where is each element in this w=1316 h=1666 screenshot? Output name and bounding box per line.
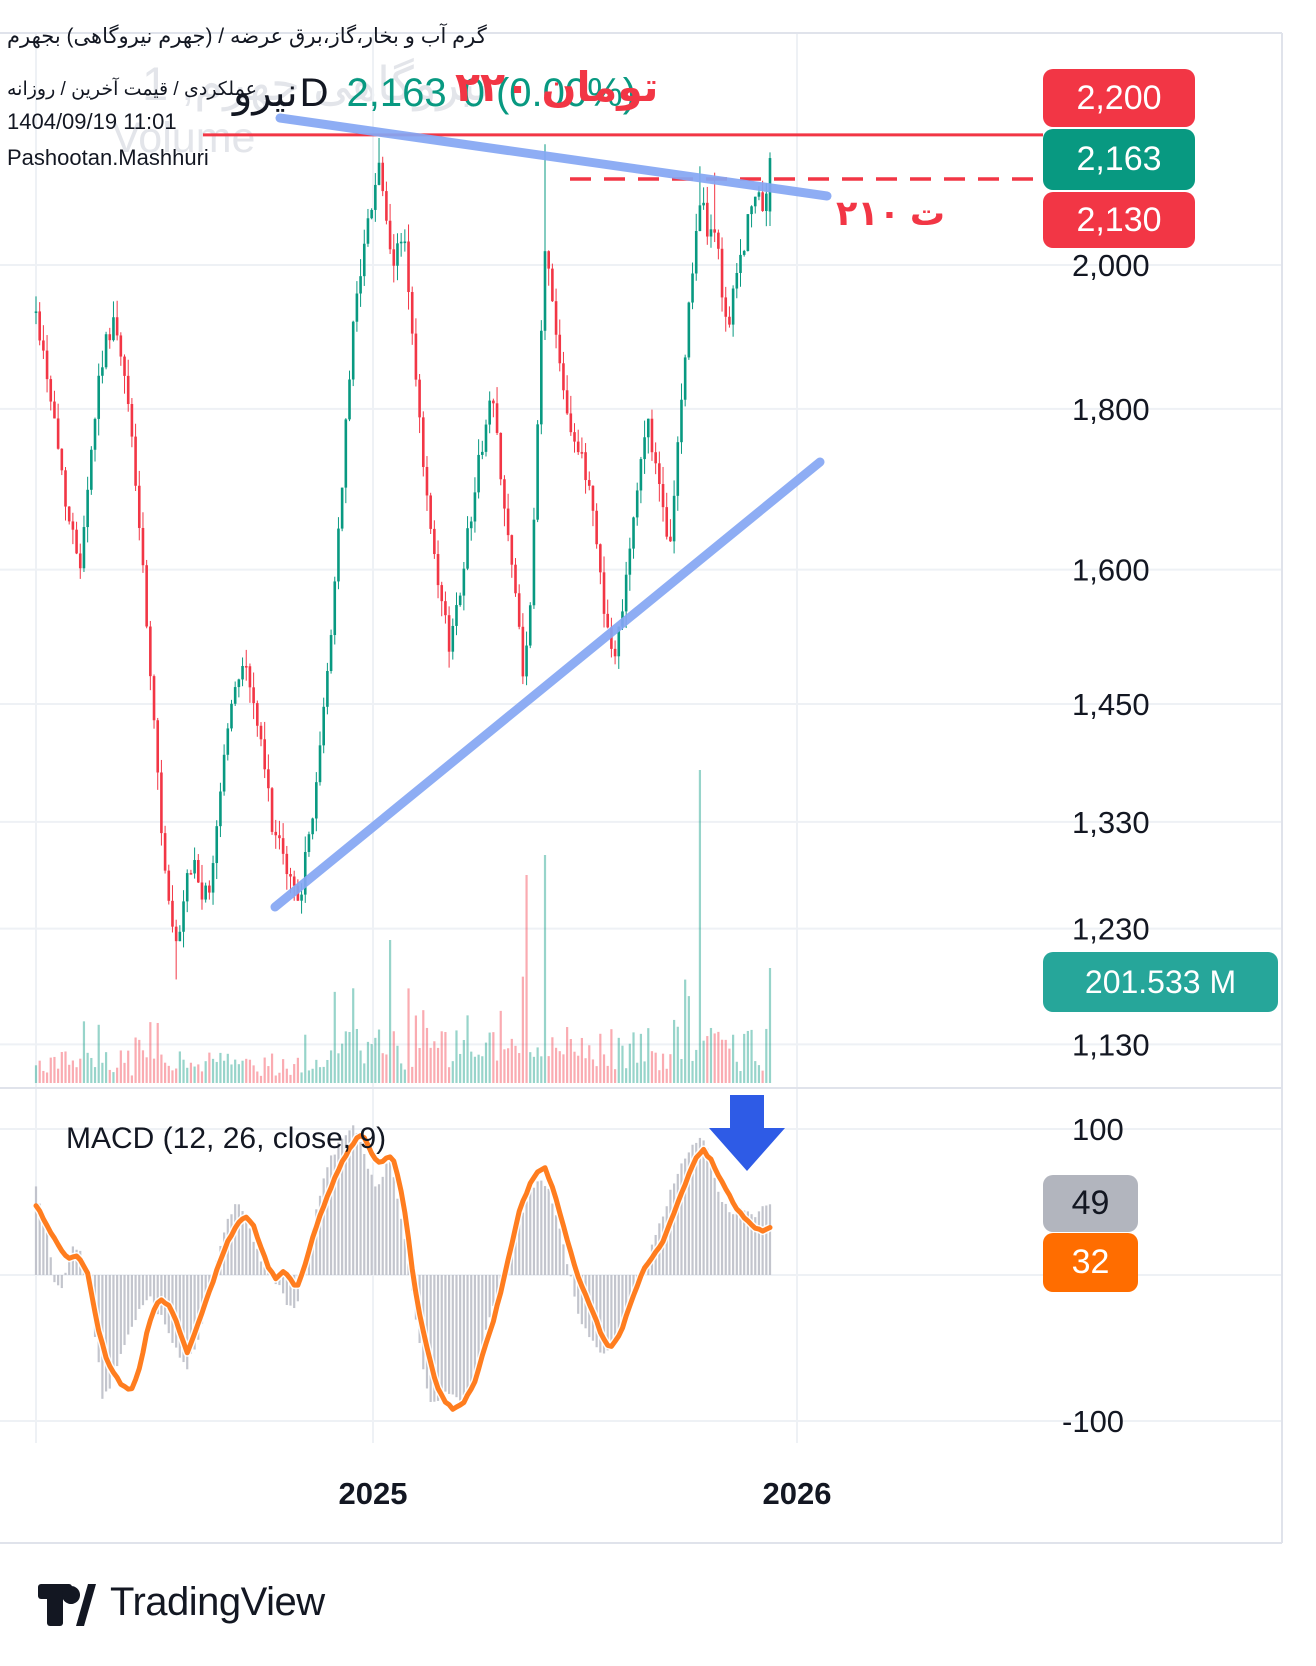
- tradingview-logo[interactable]: TradingView: [38, 1574, 325, 1630]
- price-badge-level-upper: 2,200: [1043, 69, 1195, 127]
- macd-signal-badge: 32: [1043, 1233, 1138, 1292]
- legend-last-price: 2,163: [346, 71, 447, 115]
- svg-text:1,600: 1,600: [1072, 553, 1150, 588]
- svg-text:1,130: 1,130: [1072, 1027, 1150, 1062]
- svg-text:2,000: 2,000: [1072, 248, 1150, 283]
- svg-text:1,800: 1,800: [1072, 392, 1150, 427]
- legend-price-row: نیرو D 2,163 0 (0.00%): [233, 70, 636, 116]
- tradingview-wordmark: TradingView: [110, 1579, 325, 1624]
- svg-text:2026: 2026: [763, 1476, 832, 1511]
- legend-symbol-fragment: نیرو: [233, 71, 298, 115]
- svg-text:1,330: 1,330: [1072, 805, 1150, 840]
- legend-change: 0 (0.00%): [462, 71, 637, 115]
- price-badge-last: 2,163: [1043, 129, 1195, 190]
- svg-text:2025: 2025: [339, 1476, 408, 1511]
- legend-datetime: 1404/09/19 11:01: [7, 109, 177, 134]
- symbol-watermark: نیروگاهی جهرم, 1: [142, 57, 490, 110]
- annotation-target-lower: ۲۱۰‎ ‎ت: [836, 194, 945, 233]
- symbol-title: بجهرم‎ ‎(نیروگاهی‎ ‎جهرم)‎ ‎/‎ ‎عرضه‎ ‎ب…: [7, 25, 487, 48]
- macd-indicator-label[interactable]: MACD (12, 26, close, 9): [66, 1122, 387, 1155]
- svg-text:1,230: 1,230: [1072, 912, 1150, 947]
- volume-watermark: Volume: [112, 114, 256, 162]
- svg-text:1,450: 1,450: [1072, 687, 1150, 722]
- legend-subtitle: روزانه‎ ‎/‎ ‎آخرین‎ ‎قیمت‎ ‎/‎ ‎عملکردی: [7, 79, 257, 100]
- annotation-target-upper: ۲۲۰‎ ‎تومان: [455, 64, 659, 110]
- tradingview-logo-icon: [38, 1584, 96, 1626]
- svg-text:-100: -100: [1062, 1404, 1124, 1439]
- volume-badge: 201.533 M: [1043, 952, 1278, 1012]
- author-watermark: Pashootan.Mashhuri: [7, 145, 209, 170]
- price-badge-level-lower: 2,130: [1043, 192, 1195, 248]
- macd-hist-badge: 49: [1043, 1175, 1138, 1232]
- svg-text:100: 100: [1072, 1112, 1124, 1147]
- legend-timeframe[interactable]: D: [299, 71, 329, 115]
